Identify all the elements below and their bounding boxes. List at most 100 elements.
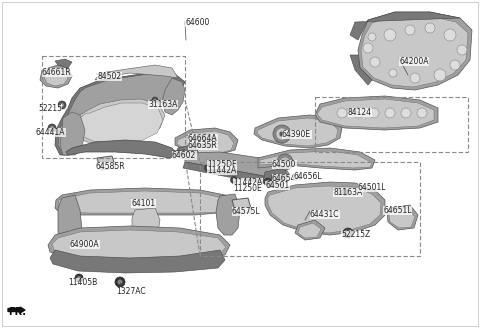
Text: 64900A: 64900A (70, 240, 100, 249)
Polygon shape (258, 148, 375, 170)
Text: 11442A: 11442A (207, 166, 236, 175)
Text: 64431C: 64431C (310, 210, 339, 219)
Polygon shape (60, 112, 85, 155)
Polygon shape (97, 156, 116, 170)
Circle shape (341, 189, 348, 195)
Circle shape (450, 60, 460, 70)
Polygon shape (260, 151, 372, 168)
Polygon shape (55, 59, 72, 68)
Circle shape (204, 165, 212, 172)
Polygon shape (232, 198, 252, 214)
Circle shape (279, 132, 285, 136)
Circle shape (368, 33, 376, 41)
Text: 81163A: 81163A (333, 188, 362, 197)
Polygon shape (358, 12, 472, 90)
Circle shape (60, 103, 64, 107)
Polygon shape (216, 194, 240, 235)
Circle shape (230, 176, 238, 183)
Circle shape (266, 180, 270, 184)
Text: 64664A: 64664A (188, 134, 217, 143)
Circle shape (283, 160, 287, 164)
Polygon shape (44, 68, 68, 86)
FancyArrow shape (8, 307, 25, 313)
Circle shape (444, 29, 456, 41)
Circle shape (206, 167, 209, 170)
Polygon shape (257, 118, 338, 146)
Text: 64585R: 64585R (96, 162, 126, 171)
Text: 64200A: 64200A (399, 57, 429, 66)
Circle shape (369, 108, 379, 118)
Polygon shape (268, 186, 381, 233)
Text: 64390E: 64390E (282, 130, 311, 139)
Text: 64101: 64101 (131, 199, 155, 208)
Circle shape (337, 108, 347, 118)
Polygon shape (183, 162, 285, 186)
Polygon shape (254, 115, 342, 148)
Circle shape (232, 178, 236, 181)
Polygon shape (55, 188, 235, 215)
Circle shape (276, 128, 288, 140)
Text: 11405B: 11405B (68, 278, 97, 287)
Circle shape (410, 73, 420, 83)
Text: 64651L: 64651L (383, 206, 411, 215)
Text: 1125DE: 1125DE (207, 160, 237, 169)
Text: 64661R: 64661R (42, 68, 72, 77)
Polygon shape (298, 223, 321, 238)
Polygon shape (263, 168, 288, 188)
Circle shape (343, 228, 353, 238)
Text: 84502: 84502 (97, 72, 121, 81)
Polygon shape (350, 12, 460, 40)
Text: 64575L: 64575L (232, 207, 261, 216)
Circle shape (154, 98, 156, 101)
Circle shape (50, 126, 54, 130)
Circle shape (77, 276, 81, 280)
Text: 64602: 64602 (172, 151, 196, 160)
Circle shape (152, 97, 158, 103)
Polygon shape (78, 103, 163, 143)
Polygon shape (58, 195, 82, 250)
Bar (42, 56, 185, 158)
Circle shape (401, 108, 411, 118)
Circle shape (264, 178, 272, 186)
Circle shape (48, 124, 56, 132)
Polygon shape (95, 65, 178, 80)
Polygon shape (40, 65, 72, 88)
Polygon shape (190, 134, 218, 148)
Text: 31163A: 31163A (148, 100, 178, 109)
Circle shape (425, 23, 435, 33)
Circle shape (273, 125, 291, 143)
Circle shape (370, 57, 380, 67)
Text: 52215Z: 52215Z (341, 230, 370, 239)
Circle shape (280, 157, 290, 167)
Text: 64654A: 64654A (272, 174, 301, 183)
Polygon shape (317, 99, 434, 128)
Circle shape (363, 43, 373, 53)
Circle shape (58, 101, 66, 109)
Text: 64501: 64501 (265, 181, 289, 190)
Circle shape (417, 108, 427, 118)
Text: FR.: FR. (8, 307, 26, 317)
Text: 64635R: 64635R (188, 141, 218, 150)
Polygon shape (74, 99, 165, 143)
Polygon shape (48, 226, 230, 262)
Polygon shape (295, 220, 325, 240)
Circle shape (75, 274, 83, 282)
Bar (200, 162, 420, 256)
Bar (315, 97, 468, 152)
Polygon shape (58, 73, 180, 155)
Polygon shape (132, 208, 160, 238)
Polygon shape (265, 182, 385, 235)
Polygon shape (58, 191, 232, 213)
Polygon shape (389, 208, 415, 228)
Circle shape (353, 108, 363, 118)
Polygon shape (315, 96, 438, 130)
Text: 11442A: 11442A (233, 178, 262, 187)
Circle shape (384, 29, 396, 41)
Polygon shape (176, 144, 198, 156)
Circle shape (434, 69, 446, 81)
Polygon shape (162, 78, 185, 115)
Circle shape (405, 25, 415, 35)
Polygon shape (350, 55, 372, 85)
Polygon shape (175, 128, 238, 155)
Circle shape (115, 277, 125, 287)
